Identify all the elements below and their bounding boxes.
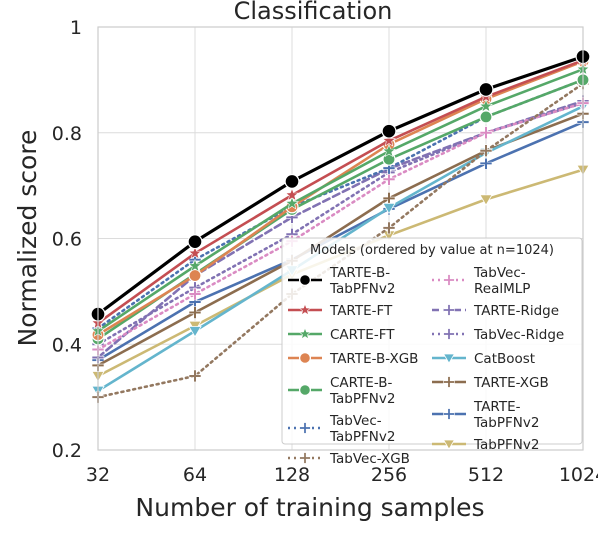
legend-item: CARTE-FT bbox=[288, 327, 395, 343]
data-point bbox=[479, 98, 493, 113]
legend-item: TabPFNv2 bbox=[432, 437, 539, 453]
x-axis-label: Number of training samples bbox=[135, 493, 484, 522]
series-line bbox=[96, 59, 585, 325]
legend-label: CARTE-FT bbox=[330, 327, 395, 343]
legend-label: TARTE-XGB bbox=[473, 375, 549, 391]
legend-item: TabVec-Ridge bbox=[432, 327, 564, 343]
data-point bbox=[382, 192, 396, 205]
data-point bbox=[299, 384, 312, 397]
data-point bbox=[479, 110, 493, 124]
data-point bbox=[442, 353, 456, 364]
legend-item: TARTE-Ridge bbox=[432, 303, 559, 319]
y-tick-label: 0.8 bbox=[52, 123, 82, 145]
legend-item: CARTE-B-TabPFNv2 bbox=[288, 375, 395, 407]
data-point bbox=[382, 133, 396, 147]
chart-title: Classification bbox=[234, 0, 393, 25]
data-point bbox=[381, 123, 397, 139]
data-point bbox=[443, 376, 455, 388]
y-axis-label: Normalized score bbox=[13, 130, 42, 347]
data-point bbox=[285, 196, 299, 210]
legend-label: TabVec-XGB bbox=[329, 451, 410, 467]
series-line bbox=[96, 55, 585, 316]
data-point bbox=[284, 173, 300, 189]
legend-label: TabPFNv2 bbox=[473, 437, 539, 453]
legend-item: TARTE-B-TabPFNv2 bbox=[288, 265, 395, 297]
series-line bbox=[96, 60, 585, 337]
legend-label: CatBoost bbox=[474, 351, 535, 367]
y-tick-label: 0.6 bbox=[52, 229, 82, 251]
legend-label: TARTE-Ridge bbox=[473, 303, 559, 319]
data-point bbox=[188, 369, 202, 383]
data-point bbox=[382, 143, 396, 158]
data-point bbox=[443, 304, 455, 316]
legend-item: TARTE-TabPFNv2 bbox=[432, 399, 539, 431]
x-tick-label: 32 bbox=[86, 464, 110, 486]
x-tick-label: 512 bbox=[468, 464, 504, 486]
legend-items: TARTE-B-TabPFNv2 TARTE-FT CARTE-FT TARTE-B-… bbox=[288, 265, 564, 467]
data-point bbox=[285, 187, 299, 202]
legend-label: CARTE-B-TabPFNv2 bbox=[329, 375, 395, 407]
legend-label: TabVec-TabPFNv2 bbox=[329, 413, 395, 445]
series-line bbox=[96, 101, 585, 351]
data-point bbox=[299, 274, 312, 287]
legend-item: TARTE-XGB bbox=[432, 375, 549, 391]
data-point bbox=[479, 126, 493, 140]
legend-label: TARTE-B-XGB bbox=[329, 351, 418, 367]
data-point bbox=[188, 326, 202, 338]
legend-item: TabVec-TabPFNv2 bbox=[288, 413, 395, 445]
y-tick-label: 0.4 bbox=[52, 334, 82, 356]
data-point bbox=[187, 234, 203, 250]
data-point bbox=[299, 352, 312, 365]
data-point bbox=[299, 452, 311, 464]
data-point bbox=[188, 287, 202, 301]
data-point bbox=[188, 306, 202, 319]
data-point bbox=[442, 439, 456, 450]
data-point bbox=[382, 202, 396, 215]
ticks: 32 64 128 256 512 1024 0.2 0.4 0.6 0.8 1 bbox=[52, 17, 598, 486]
data-point bbox=[188, 258, 202, 272]
legend-item: TabVec-XGB bbox=[288, 451, 410, 467]
series-line bbox=[96, 120, 585, 362]
x-tick-label: 1024 bbox=[559, 464, 598, 486]
series-0 bbox=[90, 49, 591, 322]
legend-title: Models (ordered by value at n=1024) bbox=[310, 243, 554, 258]
series-line bbox=[96, 68, 585, 333]
data-point bbox=[298, 303, 312, 316]
y-tick-label: 1 bbox=[70, 17, 82, 39]
data-point bbox=[298, 327, 312, 340]
legend-label: TARTE-B-TabPFNv2 bbox=[329, 265, 395, 297]
legend: Models (ordered by value at n=1024) TART… bbox=[281, 237, 583, 467]
data-point bbox=[478, 81, 494, 97]
legend-label: TARTE-TabPFNv2 bbox=[473, 399, 539, 431]
legend-item: TARTE-B-XGB bbox=[288, 351, 418, 367]
legend-label: TabVec-Ridge bbox=[473, 327, 564, 343]
data-point bbox=[443, 328, 455, 340]
data-point bbox=[382, 221, 396, 235]
x-tick-label: 256 bbox=[371, 464, 407, 486]
legend-label: TabVec-RealMLP bbox=[473, 265, 530, 297]
data-point bbox=[443, 408, 455, 420]
axes bbox=[97, 26, 584, 451]
data-point bbox=[479, 144, 493, 158]
legend-item: TARTE-FT bbox=[288, 303, 393, 319]
data-point bbox=[479, 157, 493, 170]
plot-frame bbox=[97, 26, 584, 451]
y-tick-label: 0.2 bbox=[52, 440, 82, 462]
legend-item: TabVec-RealMLP bbox=[432, 265, 530, 297]
x-tick-label: 64 bbox=[183, 464, 207, 486]
data-point bbox=[443, 274, 455, 286]
legend-label: TARTE-FT bbox=[329, 303, 393, 319]
x-tick-label: 128 bbox=[274, 464, 310, 486]
legend-item: CatBoost bbox=[432, 351, 535, 367]
data-point bbox=[188, 268, 202, 283]
data-point bbox=[479, 194, 493, 206]
data-point bbox=[299, 422, 311, 434]
data-point bbox=[188, 245, 202, 260]
